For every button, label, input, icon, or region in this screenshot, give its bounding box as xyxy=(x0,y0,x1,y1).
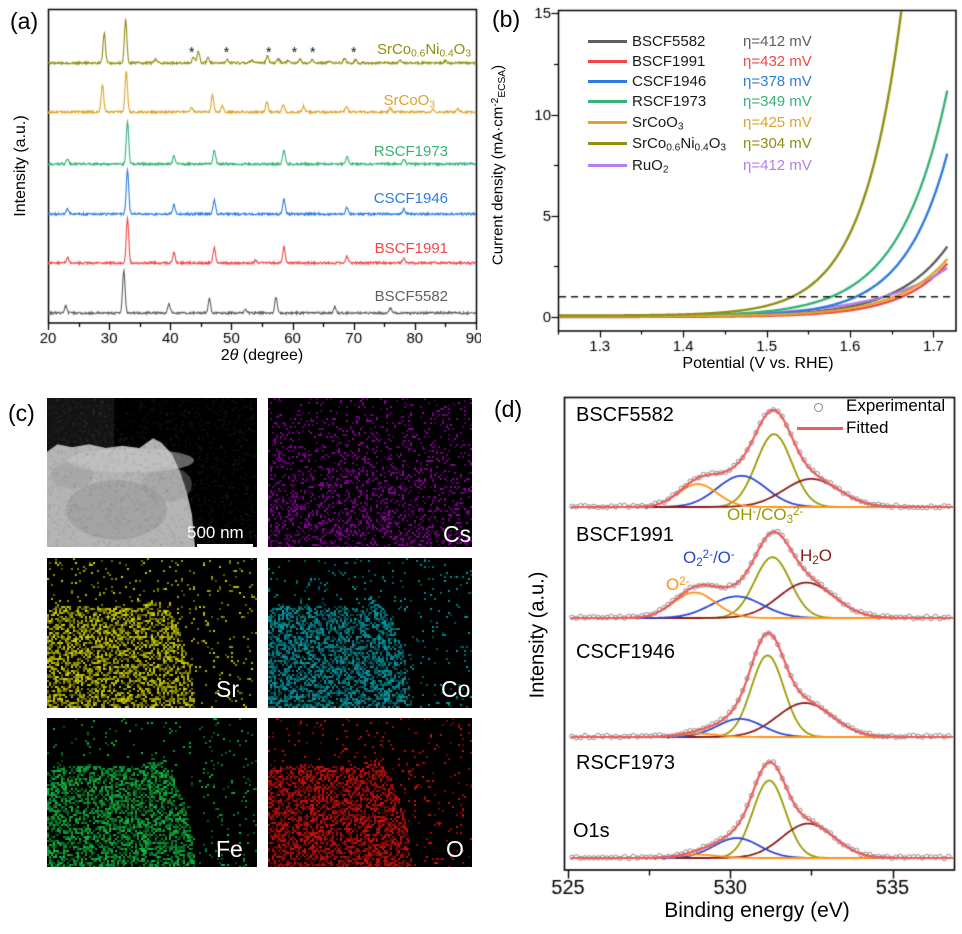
legend-line-icon-CSCF1946 xyxy=(588,80,627,83)
xps-component-label-0: OH-/CO32- xyxy=(727,505,804,526)
legend-label-RuO2: RuO2 xyxy=(632,157,669,176)
legend-overpotential-RSCF1973: η=349 mV xyxy=(743,93,812,110)
xrd-plot-canvas xyxy=(0,0,481,380)
xps-sample-label-BSCF5582: BSCF5582 xyxy=(576,404,674,426)
element-label-cs: Cs xyxy=(443,521,472,547)
xrd-series-label-RSCF1973: RSCF1973 xyxy=(373,143,448,160)
legend-label-BSCF5582: BSCF5582 xyxy=(632,33,706,50)
xrd-x-axis-label: 2θ (degree) xyxy=(220,347,304,364)
xrd-series-label-BSCF5582: BSCF5582 xyxy=(374,288,448,305)
legend-label-RSCF1973: RSCF1973 xyxy=(632,93,707,110)
eds-map-fe xyxy=(47,718,257,867)
legend-experimental-label: Experimental xyxy=(846,396,946,415)
xrd-series-label-CSCF1946: CSCF1946 xyxy=(373,190,448,207)
legend-label-BSCF1991: BSCF1991 xyxy=(632,53,706,70)
stem-image xyxy=(47,398,257,547)
xps-component-label-3: O2- xyxy=(666,575,690,594)
legend-label-SrCo0.6Ni0.4O3: SrCo0.6Ni0.4O3 xyxy=(632,135,727,154)
legend-line-icon-RSCF1973 xyxy=(588,100,627,103)
scale-bar xyxy=(197,544,253,547)
xps-x-axis-label: Binding energy (eV) xyxy=(664,899,850,922)
legend-label-SrCoO3: SrCoO3 xyxy=(632,114,684,133)
element-label-fe: Fe xyxy=(216,836,243,862)
xps-component-label-1: O22-/O- xyxy=(683,548,735,569)
panel-d-tag: (d) xyxy=(494,396,523,422)
legend-label-CSCF1946: CSCF1946 xyxy=(632,73,707,90)
xrd-series-label-SrCo0.6Ni0.4O3: SrCo0.6Ni0.4O3 xyxy=(376,41,471,60)
lsv-y-axis-label: Current density (mA·cm-2ECSA) xyxy=(489,64,508,266)
xps-sample-label-BSCF1991: BSCF1991 xyxy=(576,524,674,546)
legend-line-icon-SrCo0.6Ni0.4O3 xyxy=(588,142,627,145)
panel-d-xps: (d) Binding energy (eV) Intensity (a.u.)… xyxy=(481,380,962,934)
xrd-y-axis-label: Intensity (a.u.) xyxy=(11,115,29,217)
xps-y-axis-label: Intensity (a.u.) xyxy=(526,571,549,699)
legend-overpotential-SrCoO3: η=425 mV xyxy=(743,114,812,131)
legend-line-icon-BSCF5582 xyxy=(588,40,627,43)
legend-overpotential-RuO2: η=412 mV xyxy=(743,157,812,174)
panel-a-xrd: (a) 2θ (degree) Intensity (a.u.) BSCF558… xyxy=(0,0,481,380)
legend-line-icon-SrCoO3 xyxy=(588,121,627,124)
fitted-line-icon xyxy=(797,427,843,430)
eds-map-o xyxy=(268,718,472,867)
legend-overpotential-SrCo0.6Ni0.4O3: η=304 mV xyxy=(743,135,812,152)
xps-sample-label-RSCF1973: RSCF1973 xyxy=(576,752,675,774)
legend-overpotential-BSCF5582: η=412 mV xyxy=(743,33,812,50)
panel-c-eds-maps: (c) 500 nm Cs Sr Co Fe O xyxy=(0,380,481,934)
element-label-sr: Sr xyxy=(216,676,239,702)
xps-plot-canvas xyxy=(481,380,962,934)
legend-fitted-label: Fitted xyxy=(846,418,889,437)
panel-b-lsv: (b) Potential (V vs. RHE) Current densit… xyxy=(481,0,962,380)
eds-map-co xyxy=(268,558,472,708)
panel-c-tag: (c) xyxy=(8,400,35,426)
element-label-co: Co xyxy=(441,676,471,702)
eds-map-cs xyxy=(268,398,472,547)
lsv-x-axis-label: Potential (V vs. RHE) xyxy=(682,355,834,372)
xrd-series-label-SrCoO3: SrCoO3 xyxy=(383,92,435,111)
panel-a-tag: (a) xyxy=(10,8,39,34)
xrd-series-label-BSCF1991: BSCF1991 xyxy=(374,240,448,257)
panel-b-tag: (b) xyxy=(492,6,521,32)
lsv-plot-canvas xyxy=(481,0,962,380)
xps-component-label-2: H2O xyxy=(800,546,832,567)
scale-bar-label: 500 nm xyxy=(187,523,244,542)
legend-overpotential-CSCF1946: η=378 mV xyxy=(743,73,812,90)
legend-line-icon-BSCF1991 xyxy=(588,60,627,63)
legend-overpotential-BSCF1991: η=432 mV xyxy=(743,53,812,70)
experimental-marker-icon xyxy=(814,403,823,412)
xps-sample-label-CSCF1946: CSCF1946 xyxy=(576,641,675,663)
element-label-o: O xyxy=(446,836,464,862)
eds-map-sr xyxy=(47,558,257,708)
xps-region-label: O1s xyxy=(573,820,610,842)
legend-line-icon-RuO2 xyxy=(588,164,627,167)
